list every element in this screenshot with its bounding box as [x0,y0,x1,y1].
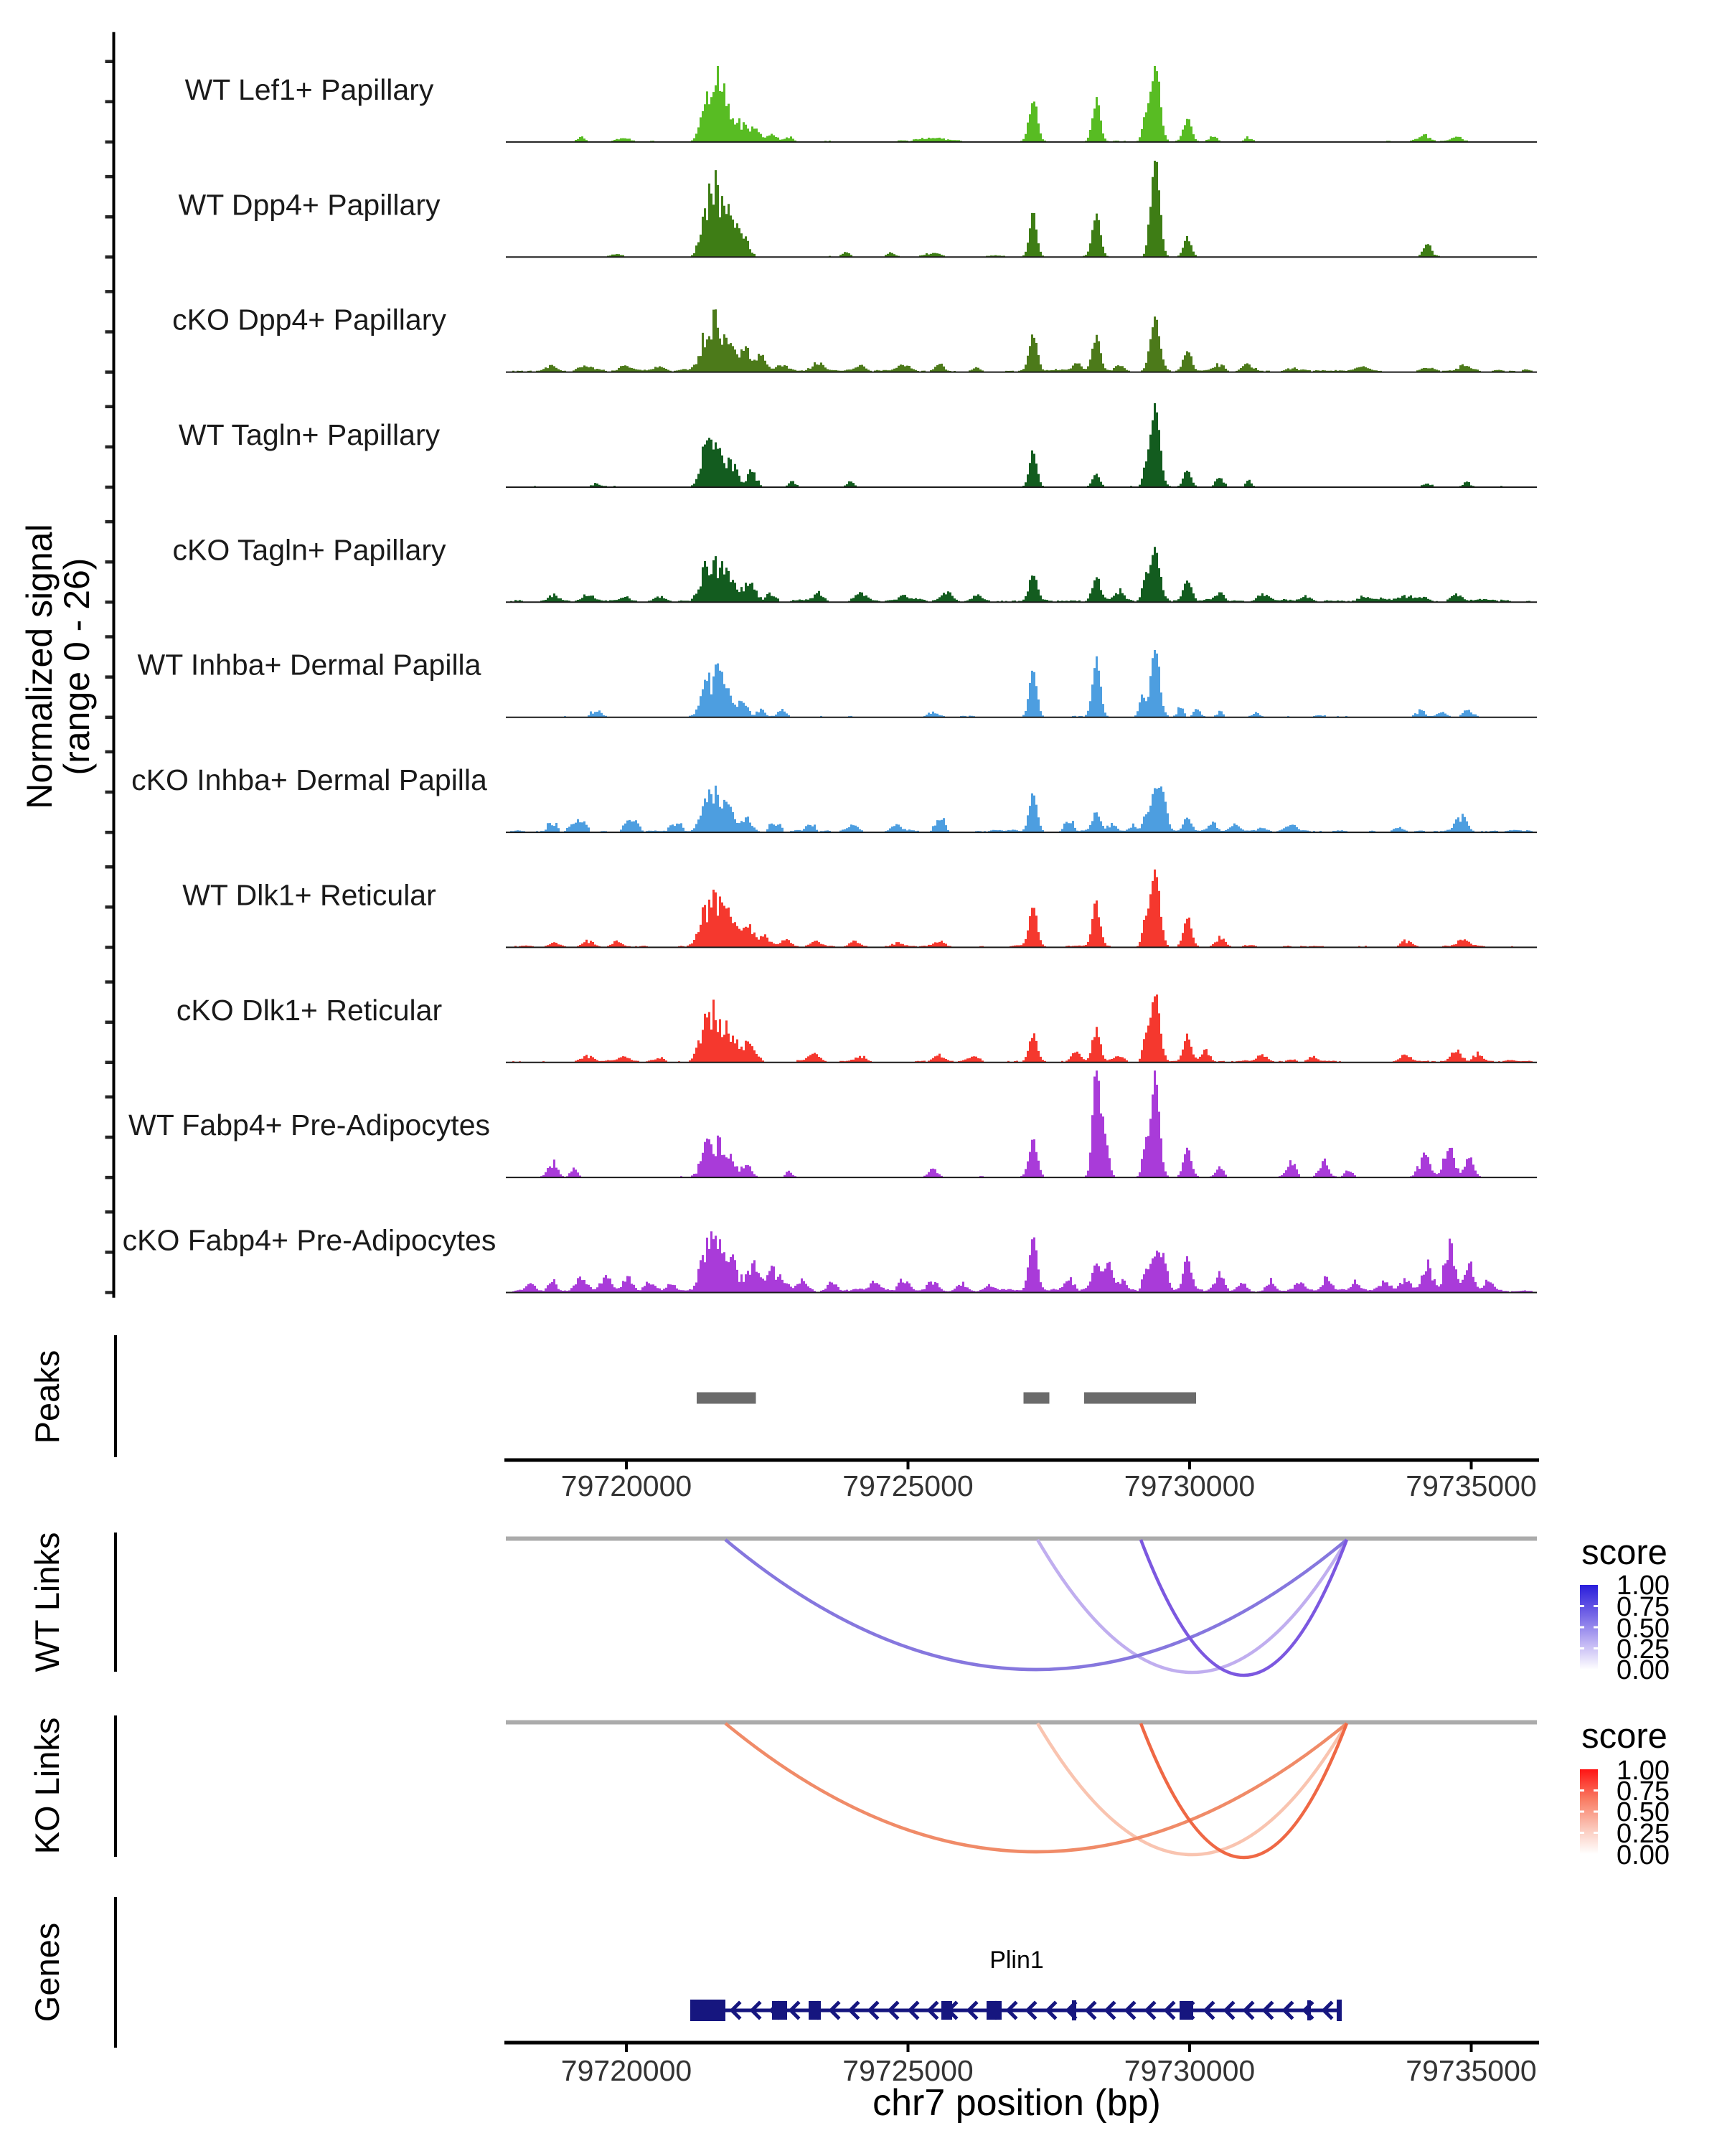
svg-text:WT Dlk1+ Reticular: WT Dlk1+ Reticular [182,878,436,911]
svg-text:WT Lef1+ Papillary: WT Lef1+ Papillary [185,73,434,106]
svg-text:score: score [1581,1717,1667,1756]
svg-text:79730000: 79730000 [1124,2054,1255,2087]
svg-text:79720000: 79720000 [561,1469,692,1502]
svg-text:Plin1: Plin1 [989,1946,1044,1974]
svg-text:1.00: 1.00 [1617,1571,1670,1601]
svg-text:Genes: Genes [28,1923,66,2022]
svg-text:79735000: 79735000 [1406,1469,1536,1502]
svg-text:cKO Dlk1+ Reticular: cKO Dlk1+ Reticular [177,994,442,1027]
svg-text:79730000: 79730000 [1124,1469,1255,1502]
svg-text:0.00: 0.00 [1617,1840,1670,1870]
svg-text:(range 0 - 26): (range 0 - 26) [57,558,97,776]
svg-text:score: score [1581,1533,1667,1572]
svg-text:cKO Fabp4+ Pre-Adipocytes: cKO Fabp4+ Pre-Adipocytes [123,1224,497,1257]
svg-text:79725000: 79725000 [842,1469,973,1502]
svg-text:0.50: 0.50 [1617,1614,1670,1644]
svg-text:WT Inhba+ Dermal Papilla: WT Inhba+ Dermal Papilla [138,649,481,682]
svg-text:chr7 position (bp): chr7 position (bp) [872,2082,1161,2124]
svg-text:cKO Inhba+ Dermal Papilla: cKO Inhba+ Dermal Papilla [131,763,487,796]
svg-text:WT Tagln+ Papillary: WT Tagln+ Papillary [179,418,441,451]
svg-text:WT Dpp4+ Papillary: WT Dpp4+ Papillary [179,188,441,221]
svg-text:WT Fabp4+ Pre-Adipocytes: WT Fabp4+ Pre-Adipocytes [128,1108,490,1141]
svg-text:0.25: 0.25 [1617,1819,1670,1849]
svg-text:79720000: 79720000 [561,2054,692,2087]
svg-text:cKO Dpp4+ Papillary: cKO Dpp4+ Papillary [172,303,446,336]
svg-text:Normalized signal: Normalized signal [19,524,60,809]
svg-text:0.25: 0.25 [1617,1634,1670,1665]
svg-text:0.00: 0.00 [1617,1655,1670,1685]
svg-text:0.50: 0.50 [1617,1797,1670,1827]
svg-text:WT Links: WT Links [28,1533,66,1672]
svg-text:0.75: 0.75 [1617,1592,1670,1622]
svg-text:79725000: 79725000 [842,2054,973,2087]
svg-text:1.00: 1.00 [1617,1756,1670,1786]
svg-text:79735000: 79735000 [1406,2054,1536,2087]
svg-text:Peaks: Peaks [28,1350,66,1444]
svg-text:cKO Tagln+ Papillary: cKO Tagln+ Papillary [173,533,446,566]
svg-text:0.75: 0.75 [1617,1776,1670,1807]
svg-text:KO Links: KO Links [28,1718,66,1855]
